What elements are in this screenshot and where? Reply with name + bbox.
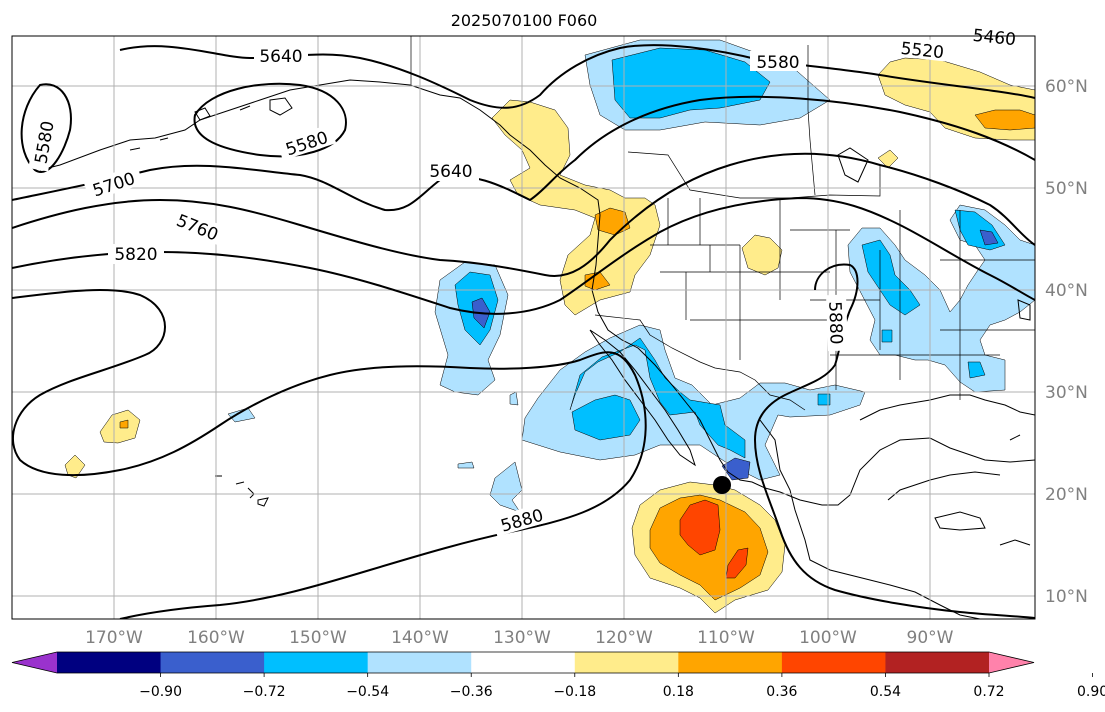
longitude-axis: 170°W 160°W 150°W 140°W 130°W 120°W 110°… bbox=[85, 628, 954, 648]
colorbar-tick-label: −0.36 bbox=[450, 684, 493, 700]
lon-label: 100°W bbox=[799, 628, 857, 648]
colorbar-segment bbox=[781, 652, 886, 673]
contour-label: 5520 bbox=[900, 39, 945, 63]
lat-label: 10°N bbox=[1045, 587, 1088, 607]
map-area bbox=[12, 36, 1035, 619]
colorbar-tick-label: 0.90 bbox=[1077, 684, 1105, 700]
contour-label: 5580 bbox=[756, 53, 799, 73]
colorbar-tick-label: 0.36 bbox=[766, 684, 797, 700]
lon-label: 110°W bbox=[697, 628, 755, 648]
colorbar-segment bbox=[367, 652, 472, 673]
colorbar-extension-low bbox=[12, 652, 57, 673]
colorbar-segment bbox=[574, 652, 679, 673]
contour-label: 5640 bbox=[429, 162, 472, 182]
colorbar-outline bbox=[11, 651, 1035, 674]
lon-label: 120°W bbox=[595, 628, 653, 648]
positive-anomaly-strong bbox=[679, 499, 749, 579]
lat-label: 50°N bbox=[1045, 179, 1088, 199]
colorbar-tick-label: 0.54 bbox=[870, 684, 901, 700]
map-frame bbox=[11, 35, 1036, 620]
colorbar-segment bbox=[471, 652, 576, 673]
colorbar-tick-label: −0.72 bbox=[243, 684, 286, 700]
colorbar-segment bbox=[264, 652, 369, 673]
contour-label-group: 5640 5580 5580 5580 5700 5640 5760 5820 … bbox=[28, 23, 1024, 537]
colorbar-tick-label: −0.18 bbox=[553, 684, 596, 700]
contour-label: 5460 bbox=[972, 26, 1017, 50]
colorbar-segment bbox=[57, 652, 162, 673]
lat-label: 30°N bbox=[1045, 383, 1088, 403]
contour-label: 5820 bbox=[114, 245, 157, 265]
colorbar-tick-label: 0.72 bbox=[973, 684, 1004, 700]
contour-label: 5640 bbox=[259, 47, 302, 67]
lon-label: 170°W bbox=[85, 628, 143, 648]
colorbar-extension-high bbox=[989, 652, 1034, 673]
borders bbox=[410, 36, 1035, 411]
negative-anomaly-strong bbox=[471, 229, 999, 481]
lon-label: 140°W bbox=[391, 628, 449, 648]
lat-label: 60°N bbox=[1045, 77, 1088, 97]
colorbar-tick-label: −0.54 bbox=[346, 684, 389, 700]
colorbar-segment bbox=[160, 652, 265, 673]
latitude-axis: 60°N 50°N 40°N 30°N 20°N 10°N bbox=[1045, 77, 1088, 607]
lat-label: 40°N bbox=[1045, 281, 1088, 301]
lon-label: 160°W bbox=[187, 628, 245, 648]
colorbar-segment bbox=[678, 652, 783, 673]
lat-label: 20°N bbox=[1045, 485, 1088, 505]
map-title: 2025070100 F060 bbox=[451, 11, 598, 30]
lon-label: 150°W bbox=[289, 628, 347, 648]
colorbar-tick-label: 0.18 bbox=[663, 684, 694, 700]
location-marker bbox=[713, 476, 731, 494]
lon-label: 130°W bbox=[493, 628, 551, 648]
lon-label: 90°W bbox=[907, 628, 954, 648]
colorbar: −0.90 −0.72 −0.54 −0.36 −0.18 0.18 0.36 0.54 0.7… bbox=[11, 651, 1105, 700]
colorbar-segment bbox=[885, 652, 990, 673]
colorbar-tick-label: −0.90 bbox=[139, 684, 182, 700]
contour-label: 5880 bbox=[824, 301, 845, 345]
height-contours bbox=[12, 44, 1035, 619]
